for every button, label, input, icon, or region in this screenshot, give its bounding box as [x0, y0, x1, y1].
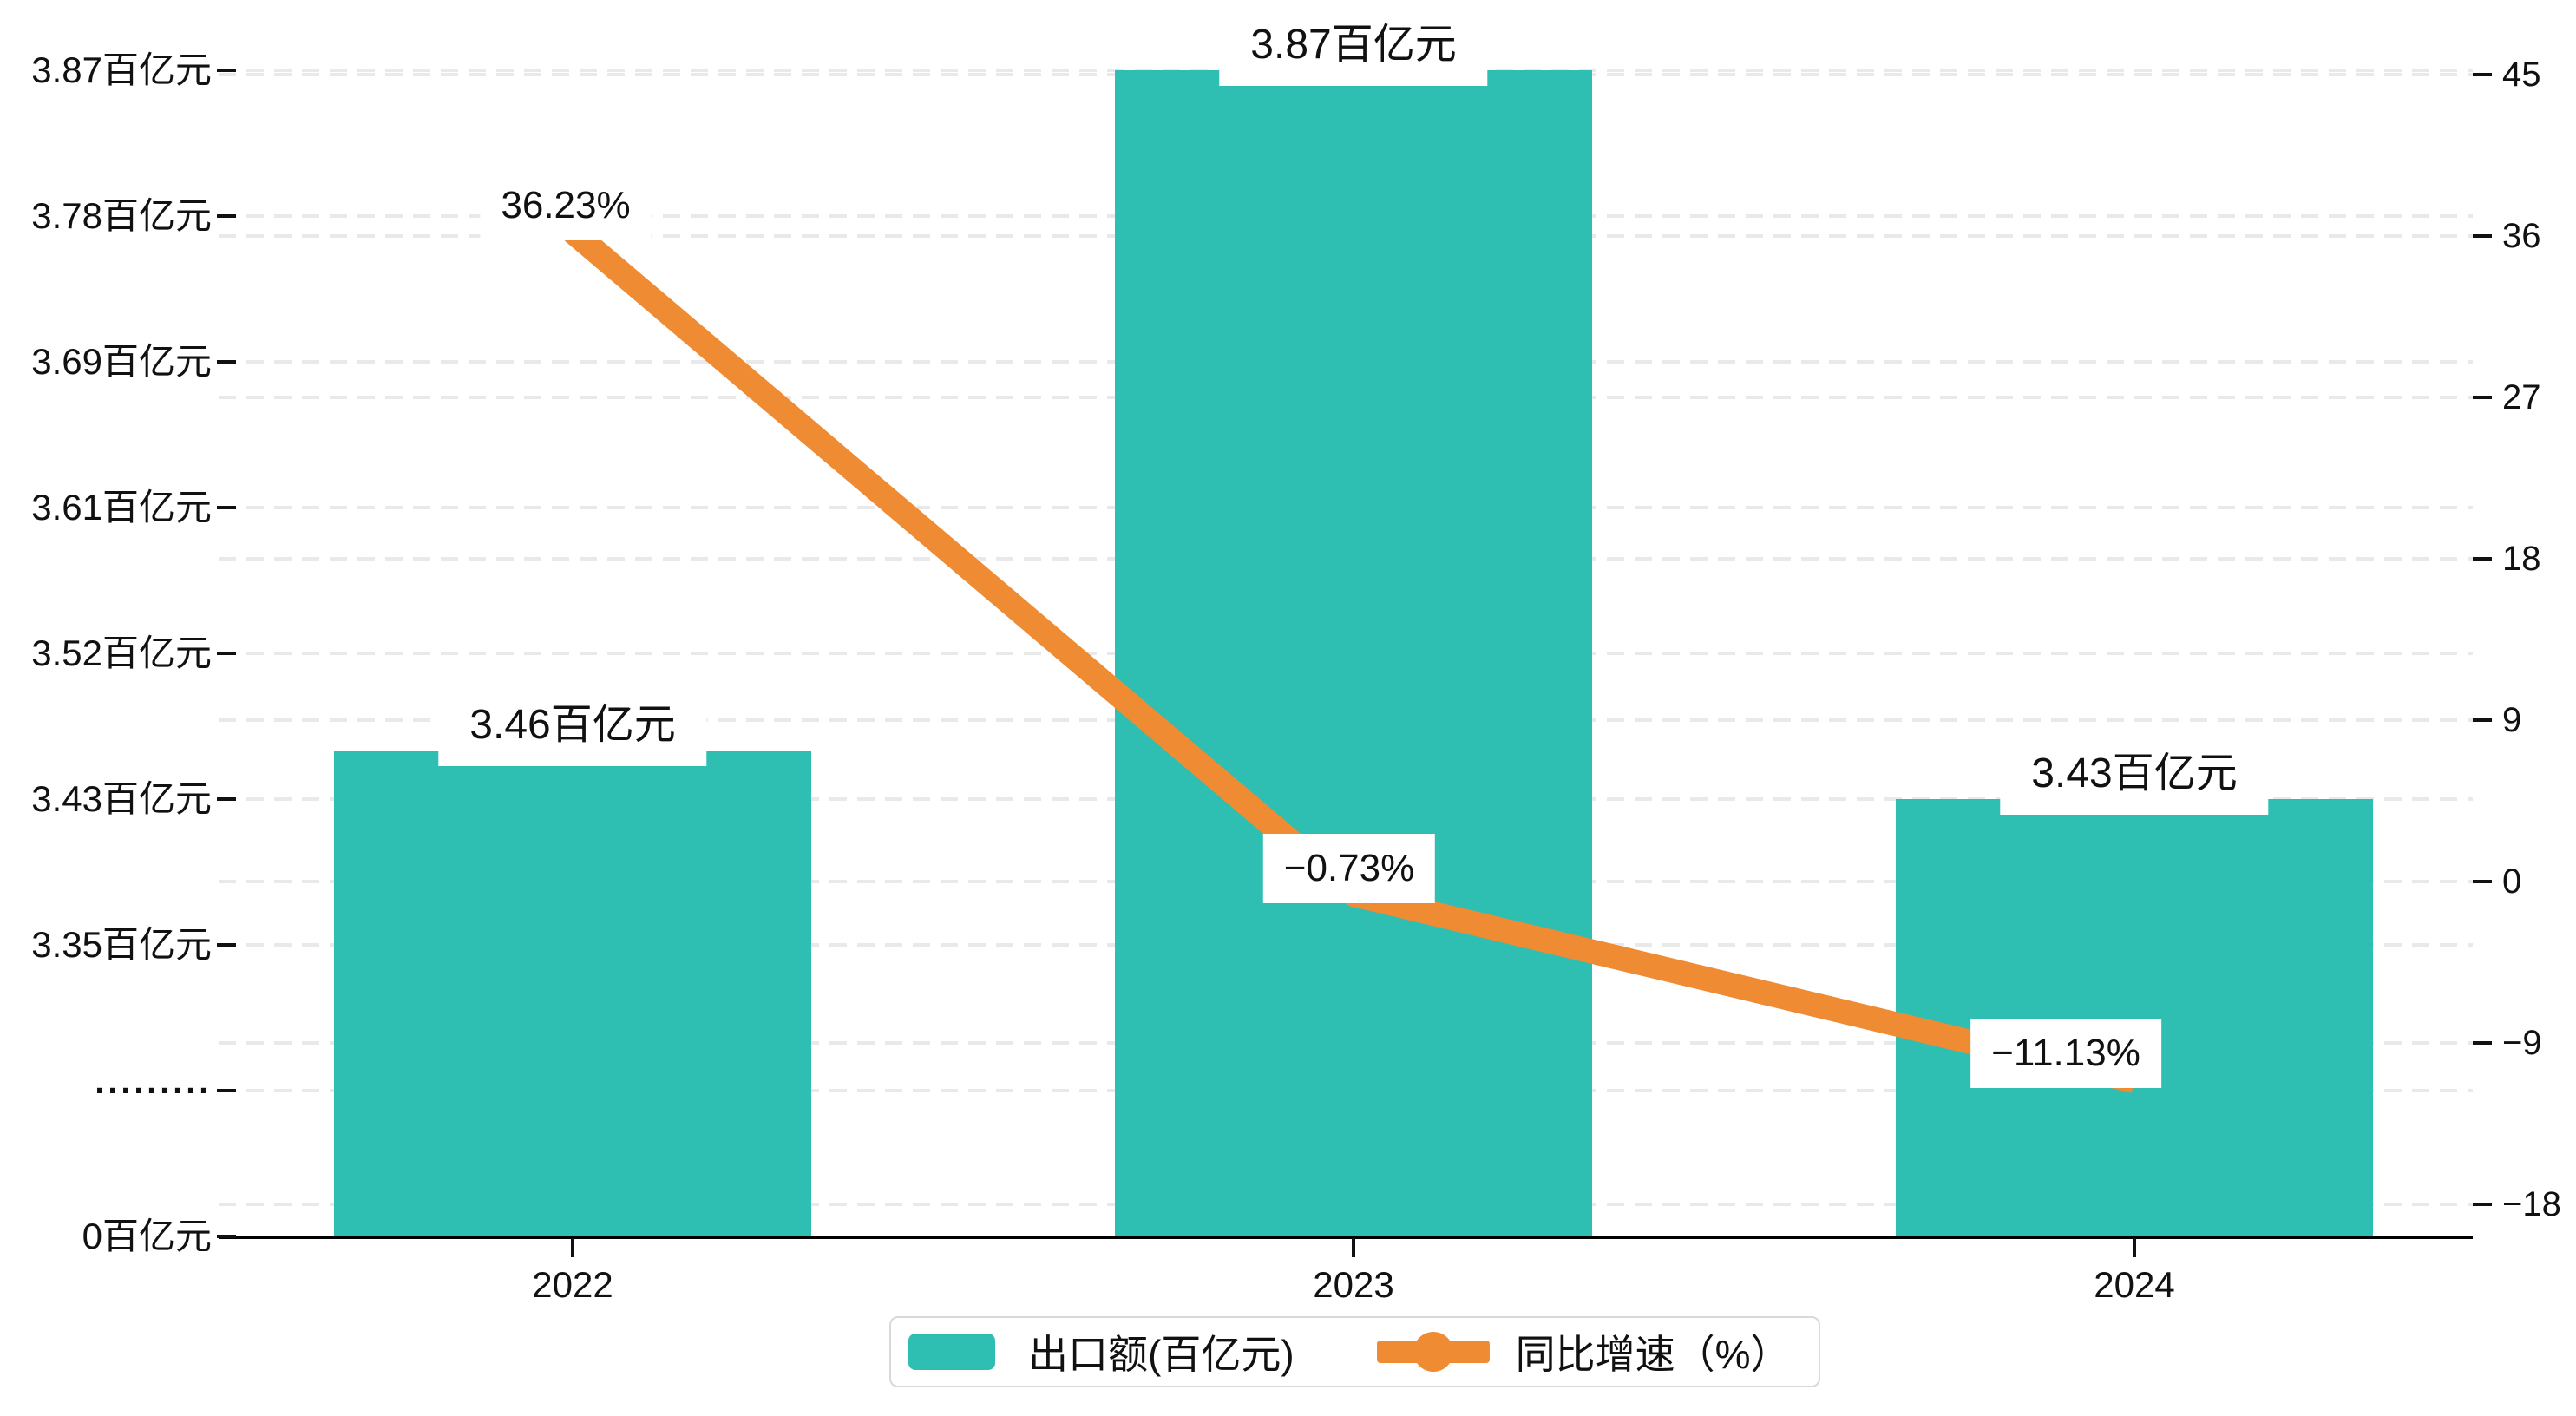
right-axis-tick	[2473, 234, 2492, 238]
right-axis-label: 45	[2502, 56, 2541, 94]
legend-line-swatch[interactable]	[1376, 1332, 1490, 1372]
right-axis-label: 27	[2502, 378, 2541, 416]
legend-line-dot-icon	[1413, 1332, 1453, 1372]
bar-2022[interactable]	[334, 751, 811, 1236]
left-axis-tick	[217, 943, 236, 947]
line-point-label: −11.13%	[1970, 1019, 2161, 1088]
bar-value-label: 3.46百亿元	[438, 685, 707, 766]
left-axis-tick	[217, 1235, 236, 1238]
x-axis-tick	[571, 1238, 574, 1257]
left-axis-label: 3.78百亿元	[31, 195, 212, 236]
right-axis-label: −9	[2502, 1024, 2542, 1062]
right-axis-tick	[2473, 1041, 2492, 1045]
right-axis-label: 0	[2502, 862, 2522, 901]
left-axis-label: 3.52百亿元	[31, 633, 212, 673]
x-axis-line	[219, 1236, 2473, 1239]
left-axis-tick	[217, 797, 236, 801]
right-axis-tick	[2473, 718, 2492, 722]
left-axis-label: 3.87百亿元	[31, 49, 212, 90]
left-axis-tick	[217, 652, 236, 655]
right-axis-tick	[2473, 396, 2492, 399]
left-axis-label: 3.43百亿元	[31, 778, 212, 819]
left-axis-tick	[217, 506, 236, 509]
x-axis-label: 2023	[1313, 1264, 1394, 1305]
x-axis-label: 2024	[2094, 1264, 2175, 1305]
left-axis-label: 3.35百亿元	[31, 924, 212, 965]
line-point-label: 36.23%	[480, 171, 652, 240]
right-axis-label: −18	[2502, 1185, 2561, 1223]
x-axis-label: 2022	[532, 1264, 613, 1305]
x-axis-tick	[1352, 1238, 1355, 1257]
right-axis-tick	[2473, 73, 2492, 76]
right-axis-label: 18	[2502, 540, 2541, 578]
bar-value-label: 3.87百亿元	[1219, 4, 1488, 86]
bar-value-label: 3.43百亿元	[2000, 733, 2269, 815]
left-axis-label: 3.61百亿元	[31, 487, 212, 528]
right-axis-tick	[2473, 880, 2492, 883]
legend: 出口额(百亿元) 同比增速（%）	[889, 1316, 1820, 1387]
left-axis-label: 3.69百亿元	[31, 341, 212, 382]
bar-2024[interactable]	[1896, 799, 2373, 1236]
line-point-label: −0.73%	[1262, 834, 1436, 903]
legend-bar-swatch[interactable]	[908, 1334, 995, 1370]
x-axis-tick	[2133, 1238, 2136, 1257]
left-axis-label: ·········	[95, 1070, 212, 1111]
right-axis-label: 9	[2502, 701, 2522, 739]
right-axis-label: 36	[2502, 217, 2541, 255]
left-axis-tick	[217, 360, 236, 364]
left-axis-tick	[217, 1089, 236, 1092]
legend-line-label[interactable]: 同比增速（%）	[1515, 1332, 1791, 1377]
left-axis-tick	[217, 69, 236, 72]
left-axis-label: 0百亿元	[82, 1216, 212, 1256]
left-axis-tick	[217, 214, 236, 218]
right-axis-tick	[2473, 1203, 2492, 1206]
bar-2023[interactable]	[1115, 70, 1592, 1236]
right-axis-tick	[2473, 557, 2492, 560]
legend-bar-label[interactable]: 出口额(百亿元)	[1028, 1332, 1295, 1377]
